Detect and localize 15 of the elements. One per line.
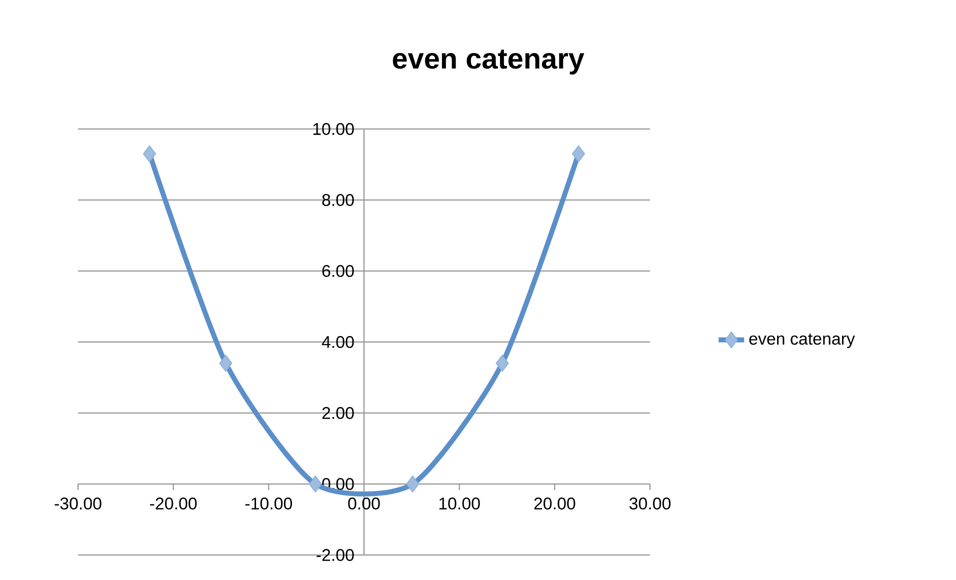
y-tick-label: 8.00 [322, 194, 354, 206]
chart-title: even catenary [392, 50, 584, 75]
legend-label: even catenary [749, 334, 855, 348]
x-tick-label: 30.00 [629, 498, 671, 510]
x-tick-label: -30.00 [54, 498, 102, 510]
y-tick-label: 10.00 [313, 122, 354, 135]
x-tick-label: -10.00 [245, 498, 292, 510]
y-tick-label: 4.00 [322, 336, 354, 348]
x-tick-label: -20.00 [150, 498, 197, 510]
x-tick-label: 20.00 [534, 498, 576, 510]
y-tick-label: -2.00 [316, 549, 354, 561]
y-tick-label: 2.00 [322, 407, 354, 419]
x-tick-label: 10.00 [439, 498, 480, 510]
x-tick-label: 0.00 [348, 498, 380, 510]
y-tick-label: 6.00 [322, 265, 354, 277]
